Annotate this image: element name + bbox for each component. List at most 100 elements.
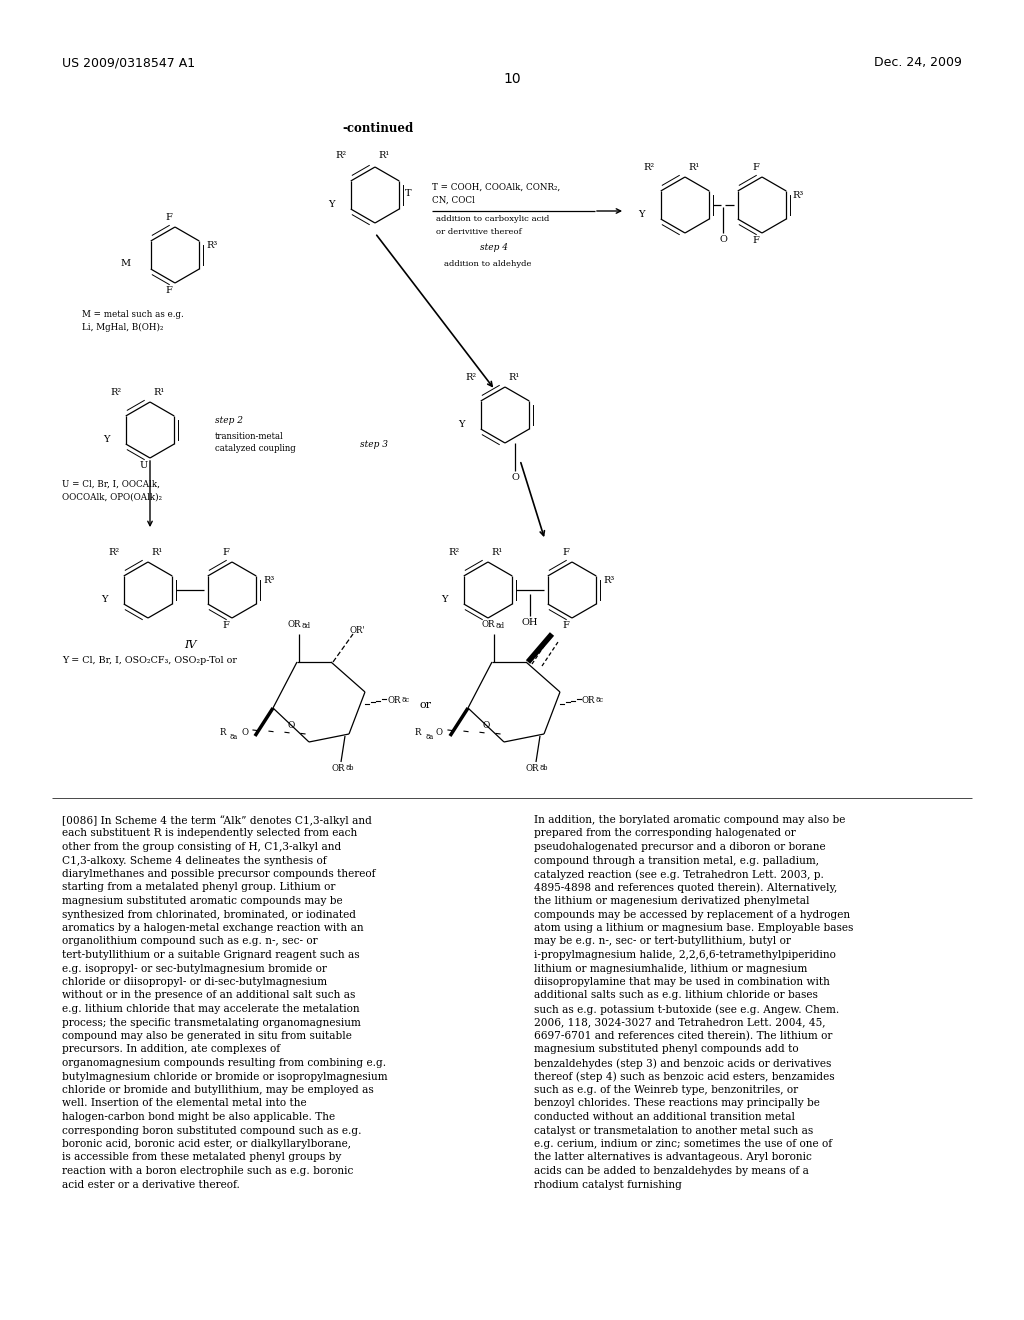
- Text: or derivitive thereof: or derivitive thereof: [436, 228, 522, 236]
- Text: precursors. In addition, ate complexes of: precursors. In addition, ate complexes o…: [62, 1044, 281, 1055]
- Text: F: F: [166, 286, 172, 294]
- Text: O: O: [436, 729, 443, 737]
- Text: magnesium substituted phenyl compounds add to: magnesium substituted phenyl compounds a…: [534, 1044, 799, 1055]
- Text: 8d: 8d: [496, 622, 505, 630]
- Text: Dec. 24, 2009: Dec. 24, 2009: [874, 55, 962, 69]
- Text: C1,3-alkoxy. Scheme 4 delineates the synthesis of: C1,3-alkoxy. Scheme 4 delineates the syn…: [62, 855, 327, 866]
- Text: OR: OR: [582, 696, 596, 705]
- Text: 8b: 8b: [540, 764, 549, 772]
- Text: step 2: step 2: [215, 416, 243, 425]
- Text: compounds may be accessed by replacement of a hydrogen: compounds may be accessed by replacement…: [534, 909, 850, 920]
- Text: e.g. cerium, indium or zinc; sometimes the use of one of: e.g. cerium, indium or zinc; sometimes t…: [534, 1139, 833, 1148]
- Text: R: R: [415, 729, 422, 737]
- Text: starting from a metalated phenyl group. Lithium or: starting from a metalated phenyl group. …: [62, 883, 336, 892]
- Text: synthesized from chlorinated, brominated, or iodinated: synthesized from chlorinated, brominated…: [62, 909, 356, 920]
- Text: reaction with a boron electrophile such as e.g. boronic: reaction with a boron electrophile such …: [62, 1166, 353, 1176]
- Text: 8c: 8c: [401, 696, 409, 704]
- Text: Y: Y: [329, 201, 335, 209]
- Text: R²: R²: [109, 548, 120, 557]
- Text: R²: R²: [466, 374, 477, 381]
- Text: OR': OR': [349, 626, 365, 635]
- Text: such as e.g. potassium t-butoxide (see e.g. Angew. Chem.: such as e.g. potassium t-butoxide (see e…: [534, 1005, 840, 1015]
- Text: additional salts such as e.g. lithium chloride or bases: additional salts such as e.g. lithium ch…: [534, 990, 818, 1001]
- Text: thereof (step 4) such as benzoic acid esters, benzamides: thereof (step 4) such as benzoic acid es…: [534, 1072, 835, 1082]
- Text: OOCOAlk, OPO(OAlk)₂: OOCOAlk, OPO(OAlk)₂: [62, 492, 162, 502]
- Text: acids can be added to benzaldehydes by means of a: acids can be added to benzaldehydes by m…: [534, 1166, 809, 1176]
- Text: pseudohalogenated precursor and a diboron or borane: pseudohalogenated precursor and a diboro…: [534, 842, 825, 851]
- Text: well. Insertion of the elemental metal into the: well. Insertion of the elemental metal i…: [62, 1098, 306, 1109]
- Text: 8d: 8d: [301, 622, 310, 630]
- Text: R¹: R¹: [508, 374, 519, 381]
- Text: atom using a lithium or magnesium base. Employable bases: atom using a lithium or magnesium base. …: [534, 923, 853, 933]
- Text: F: F: [753, 162, 760, 172]
- Text: IV: IV: [184, 640, 197, 649]
- Text: O: O: [511, 473, 519, 482]
- Text: R²: R²: [644, 162, 655, 172]
- Text: F: F: [222, 620, 229, 630]
- Text: Y: Y: [103, 436, 110, 444]
- Text: R¹: R¹: [378, 150, 389, 160]
- Text: OH: OH: [522, 618, 539, 627]
- Text: R³: R³: [206, 242, 217, 249]
- Text: process; the specific transmetalating organomagnesium: process; the specific transmetalating or…: [62, 1018, 360, 1027]
- Text: compound may also be generated in situ from suitable: compound may also be generated in situ f…: [62, 1031, 352, 1041]
- Text: OR: OR: [331, 764, 344, 774]
- Text: conducted without an additional transition metal: conducted without an additional transiti…: [534, 1111, 795, 1122]
- Text: butylmagnesium chloride or bromide or isopropylmagnesium: butylmagnesium chloride or bromide or is…: [62, 1072, 388, 1081]
- Text: 6697-6701 and references cited therein). The lithium or: 6697-6701 and references cited therein).…: [534, 1031, 833, 1041]
- Text: R³: R³: [603, 576, 614, 585]
- Text: Y: Y: [459, 420, 465, 429]
- Text: Li, MgHal, B(OH)₂: Li, MgHal, B(OH)₂: [82, 323, 164, 333]
- Text: rhodium catalyst furnishing: rhodium catalyst furnishing: [534, 1180, 682, 1189]
- Text: -continued: -continued: [342, 121, 414, 135]
- Text: benzaldehydes (step 3) and benzoic acids or derivatives: benzaldehydes (step 3) and benzoic acids…: [534, 1059, 831, 1069]
- Text: tert-butyllithium or a suitable Grignard reagent such as: tert-butyllithium or a suitable Grignard…: [62, 950, 359, 960]
- Text: OR: OR: [387, 696, 400, 705]
- Text: organolithium compound such as e.g. n-, sec- or: organolithium compound such as e.g. n-, …: [62, 936, 317, 946]
- Text: F: F: [562, 620, 569, 630]
- Text: In addition, the borylated aromatic compound may also be: In addition, the borylated aromatic comp…: [534, 814, 846, 825]
- Text: benzoyl chlorides. These reactions may principally be: benzoyl chlorides. These reactions may p…: [534, 1098, 820, 1109]
- Text: catalyzed coupling: catalyzed coupling: [215, 444, 296, 453]
- Text: O: O: [719, 235, 727, 244]
- Text: step 3: step 3: [360, 440, 388, 449]
- Text: R²: R²: [449, 548, 460, 557]
- Text: T: T: [406, 189, 412, 198]
- Text: compound through a transition metal, e.g. palladium,: compound through a transition metal, e.g…: [534, 855, 819, 866]
- Text: R¹: R¹: [490, 548, 502, 557]
- Text: addition to carboxylic acid: addition to carboxylic acid: [436, 215, 549, 223]
- Text: OR: OR: [526, 764, 540, 774]
- Text: OR: OR: [482, 620, 496, 630]
- Text: R¹: R¹: [153, 388, 164, 397]
- Text: 10: 10: [503, 73, 521, 86]
- Text: halogen-carbon bond might be also applicable. The: halogen-carbon bond might be also applic…: [62, 1111, 335, 1122]
- Text: organomagnesium compounds resulting from combining e.g.: organomagnesium compounds resulting from…: [62, 1059, 386, 1068]
- Text: 8c: 8c: [596, 696, 604, 704]
- Text: i-propylmagnesium halide, 2,2,6,6-tetramethylpiperidino: i-propylmagnesium halide, 2,2,6,6-tetram…: [534, 950, 836, 960]
- Text: lithium or magnesiumhalide, lithium or magnesium: lithium or magnesiumhalide, lithium or m…: [534, 964, 807, 974]
- Text: F: F: [166, 213, 172, 222]
- Text: may be e.g. n-, sec- or tert-butyllithium, butyl or: may be e.g. n-, sec- or tert-butyllithiu…: [534, 936, 791, 946]
- Text: Y: Y: [101, 595, 108, 605]
- Text: catalyzed reaction (see e.g. Tetrahedron Lett. 2003, p.: catalyzed reaction (see e.g. Tetrahedron…: [534, 869, 824, 879]
- Text: O: O: [288, 721, 295, 730]
- Text: magnesium substituted aromatic compounds may be: magnesium substituted aromatic compounds…: [62, 896, 343, 906]
- Text: M = metal such as e.g.: M = metal such as e.g.: [82, 310, 183, 319]
- Text: diisopropylamine that may be used in combination with: diisopropylamine that may be used in com…: [534, 977, 829, 987]
- Text: M: M: [121, 259, 131, 268]
- Text: chloride or diisopropyl- or di-sec-butylmagnesium: chloride or diisopropyl- or di-sec-butyl…: [62, 977, 327, 987]
- Text: 8b: 8b: [345, 764, 353, 772]
- Text: e.g. isopropyl- or sec-butylmagnesium bromide or: e.g. isopropyl- or sec-butylmagnesium br…: [62, 964, 327, 974]
- Text: aromatics by a halogen-metal exchange reaction with an: aromatics by a halogen-metal exchange re…: [62, 923, 364, 933]
- Text: such as e.g. of the Weinreb type, benzonitriles, or: such as e.g. of the Weinreb type, benzon…: [534, 1085, 798, 1096]
- Text: acid ester or a derivative thereof.: acid ester or a derivative thereof.: [62, 1180, 240, 1189]
- Text: [0086] In Scheme 4 the term “Alk” denotes C1,3-alkyl and: [0086] In Scheme 4 the term “Alk” denote…: [62, 814, 372, 826]
- Text: O: O: [482, 721, 489, 730]
- Text: T = COOH, COOAlk, CONR₂,: T = COOH, COOAlk, CONR₂,: [432, 183, 560, 191]
- Text: F: F: [222, 548, 229, 557]
- Text: R¹: R¹: [688, 162, 699, 172]
- Text: F: F: [753, 236, 760, 246]
- Text: diarylmethanes and possible precursor compounds thereof: diarylmethanes and possible precursor co…: [62, 869, 376, 879]
- Text: U: U: [140, 461, 148, 470]
- Text: the latter alternatives is advantageous. Aryl boronic: the latter alternatives is advantageous.…: [534, 1152, 812, 1163]
